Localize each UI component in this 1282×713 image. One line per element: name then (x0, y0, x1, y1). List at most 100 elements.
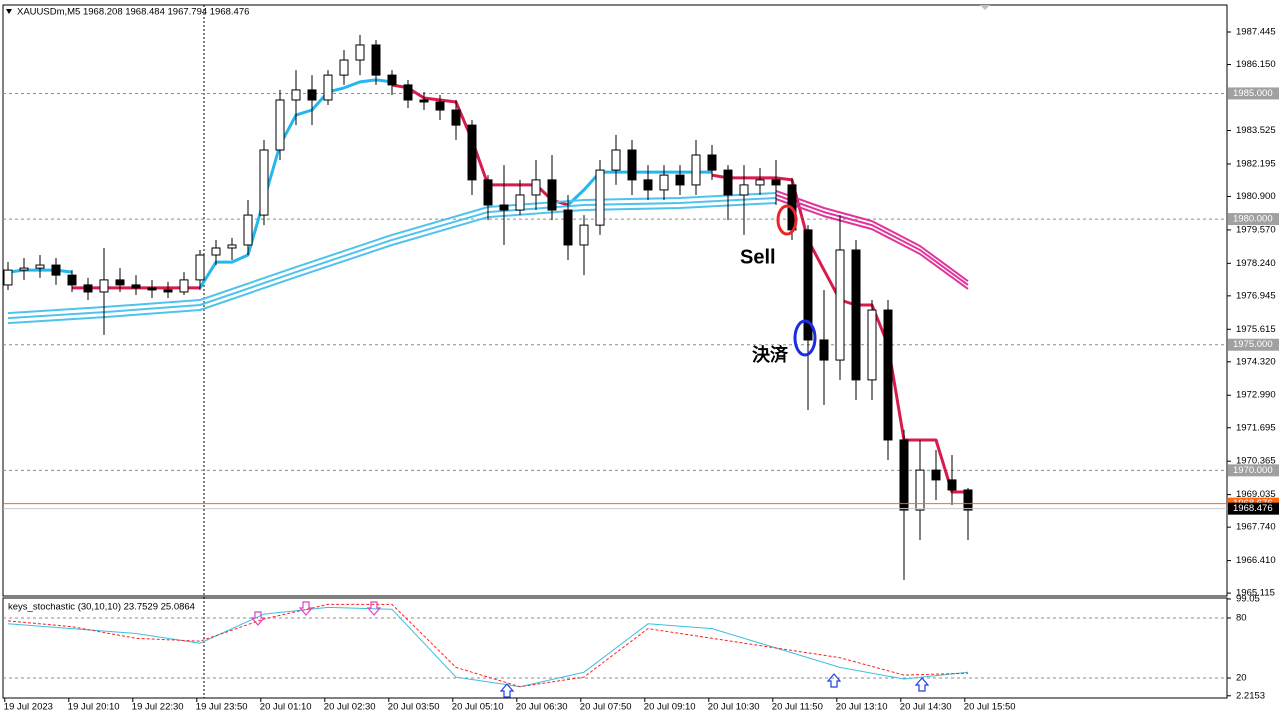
level-label: 1980.000 (1233, 214, 1273, 225)
candle-body (723, 169, 733, 196)
candle-body (483, 179, 493, 206)
x-tick-label: 20 Jul 03:50 (388, 702, 440, 713)
level-tag (1228, 213, 1279, 226)
candle-body (243, 214, 253, 246)
candle-body (883, 309, 893, 441)
x-tick-label: 20 Jul 09:10 (644, 702, 696, 713)
level-tag (1228, 338, 1279, 351)
sub-pane (2, 597, 1228, 699)
y-tick-label: 1983.525 (1236, 125, 1276, 136)
candle-body (211, 247, 221, 256)
candle-body (803, 229, 813, 341)
up-arrow (914, 677, 930, 692)
candle-body (195, 254, 205, 281)
main-pane (2, 4, 1228, 597)
candle-body (35, 264, 45, 269)
candle-body (675, 174, 685, 186)
x-tick-label: 19 Jul 23:50 (196, 702, 248, 713)
y-tick-label: 1980.900 (1236, 191, 1276, 202)
candle-body (771, 179, 781, 186)
x-tick-label: 20 Jul 07:50 (580, 702, 632, 713)
candle-body (131, 284, 141, 289)
x-tick-label: 19 Jul 20:10 (68, 702, 120, 713)
candle-body (275, 99, 285, 151)
x-tick-label: 19 Jul 22:30 (132, 702, 184, 713)
x-tick-label: 20 Jul 11:50 (772, 702, 823, 713)
series-line (775, 198, 969, 290)
candle-body (419, 99, 429, 103)
signal-arrows-down (250, 601, 382, 626)
annotation: 決済 (752, 344, 789, 365)
candle-body (867, 309, 877, 381)
candle-body (83, 284, 93, 293)
shift-marker (980, 5, 990, 10)
x-tick-label: 20 Jul 05:10 (452, 702, 504, 713)
candle-body (611, 149, 621, 171)
up-arrow (826, 673, 842, 688)
candle-body (403, 84, 413, 101)
marks: 1987.445 1986.150 1983.525 1982.195 1980.900… (3, 27, 1279, 713)
annotation: Sell (740, 246, 776, 268)
y-tick-label: 1971.695 (1236, 422, 1276, 433)
candle-body (179, 279, 189, 293)
chart-header: XAUUSDm,M5 1968.208 1968.484 1967.794 19… (17, 7, 249, 18)
y-tick-label: 1978.240 (1236, 258, 1276, 269)
series-line (775, 194, 969, 286)
candle-body (387, 74, 397, 86)
level-label: 1985.000 (1233, 88, 1273, 99)
x-tick-label: 20 Jul 13:10 (836, 702, 888, 713)
x-tick-label: 20 Jul 10:30 (708, 702, 760, 713)
candle-body (115, 279, 125, 286)
candle-body (755, 179, 765, 186)
candle-body (819, 339, 829, 361)
candle-body (19, 267, 29, 271)
candle-body (51, 264, 61, 276)
candle-body (707, 154, 717, 171)
candle-body (563, 209, 573, 246)
y-tick-label: 1987.445 (1236, 27, 1276, 38)
series-line (7, 197, 777, 320)
candle-body (931, 469, 941, 481)
candle-body (963, 489, 973, 511)
candle-body (691, 154, 701, 186)
x-tick-label: 20 Jul 06:30 (516, 702, 568, 713)
price-label: 1968.476 (1233, 503, 1273, 514)
y-tick-label: 1967.740 (1236, 522, 1276, 533)
candle-body (739, 184, 749, 196)
candle-body (3, 269, 13, 286)
level-label: 1970.000 (1233, 465, 1273, 476)
down-arrow (298, 601, 314, 616)
series-line (775, 189, 969, 283)
series-line (7, 202, 777, 325)
candle-body (579, 224, 589, 246)
x-tick-label: 19 Jul 2023 (4, 702, 53, 713)
level-label: 1975.000 (1233, 339, 1273, 350)
candle-body (163, 289, 173, 293)
candle-body (947, 479, 957, 491)
candle-body (99, 279, 109, 293)
y-tick-label: 1969.035 (1236, 489, 1276, 500)
up-arrow (499, 683, 515, 698)
series-line (7, 603, 969, 688)
y-tick-label: 1970.365 (1236, 456, 1276, 467)
price-tag (1228, 502, 1279, 515)
candle-body (67, 274, 77, 286)
down-arrow (250, 611, 266, 626)
y-tick-label: 1982.195 (1236, 158, 1276, 169)
candle-body (659, 174, 669, 191)
candle-body (915, 469, 925, 511)
indicator-title: keys_stochastic (30,10,10) 23.7529 25.08… (8, 602, 195, 613)
y-tick-label: 1979.570 (1236, 224, 1276, 235)
y-tick-label: 80 (1236, 613, 1247, 624)
candle-body (851, 249, 861, 381)
candle-body (339, 59, 349, 76)
x-tick-label: 20 Jul 14:30 (900, 702, 952, 713)
signal-arrows-up (499, 673, 930, 698)
candle-body (899, 439, 909, 511)
candle-body (355, 44, 365, 61)
y-tick-label: 1972.990 (1236, 390, 1276, 401)
x-tick-label: 20 Jul 01:10 (260, 702, 312, 713)
